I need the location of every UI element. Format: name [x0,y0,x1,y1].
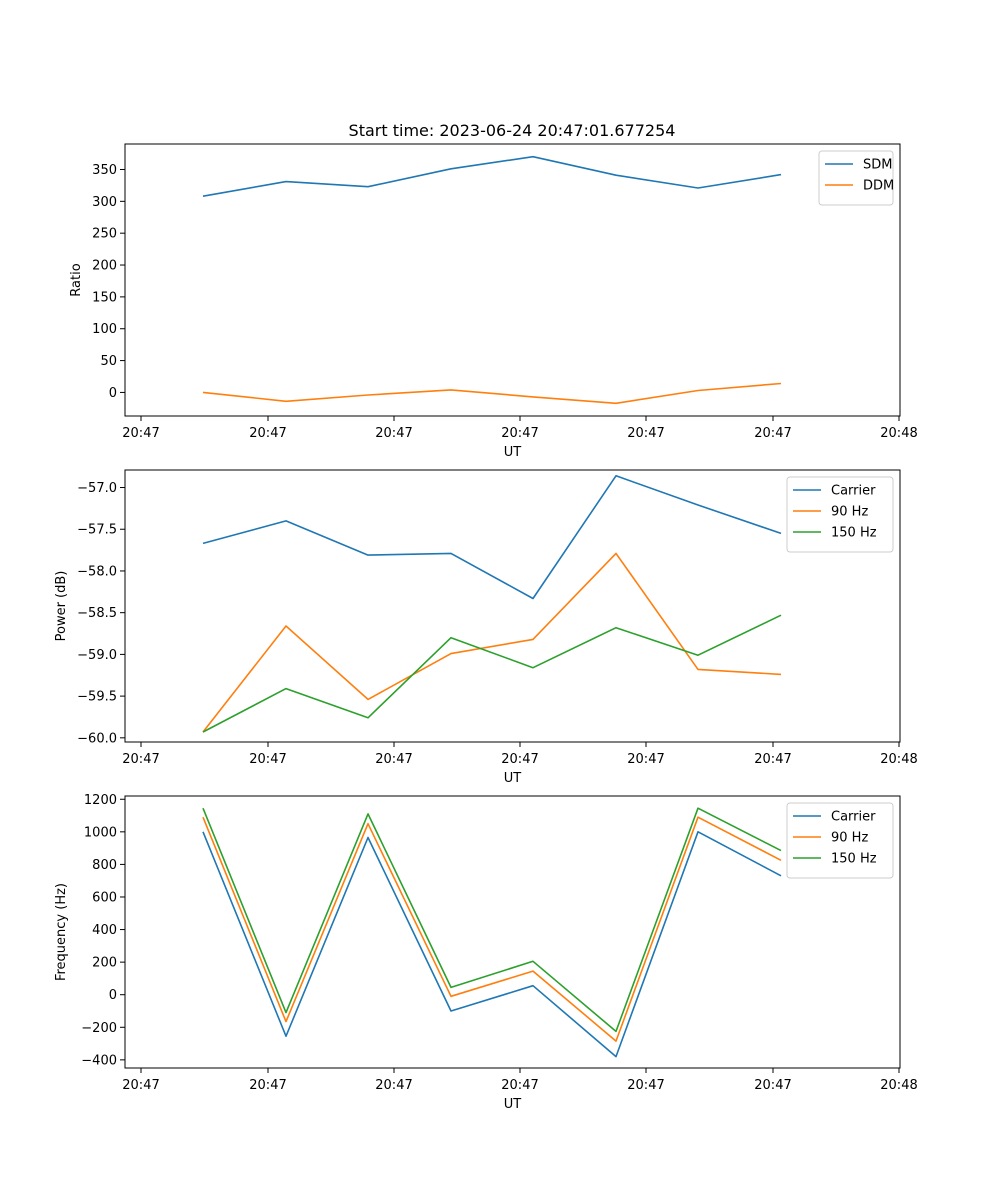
chart-panel-1: 0 50 100 150 200 250 300 350 20:47 20:47 20:47 20:4… [69,143,918,460]
y-tick-label: −59.5 [77,690,117,705]
y-tick-label: 200 [92,956,117,971]
y-axis-label: Power (dB) [54,571,69,642]
x-axis-label: UT [504,1097,522,1112]
y-tick-label: −200 [81,1021,117,1036]
x-tick-label: 20:47 [627,1078,664,1093]
x-tick-label: 20:47 [249,426,286,441]
y-tick-label: −58.5 [77,606,117,621]
axes-frame [124,795,901,1069]
x-tick-label: 20:47 [249,752,286,767]
series-line-carrier [202,830,782,1058]
y-tick-label: 50 [100,354,117,369]
legend-entry: Carrier [831,810,876,825]
legend-entry: DDM [863,179,894,194]
y-tick-label: 800 [92,858,117,873]
axes-frame [124,143,901,417]
x-tick-label: 20:47 [754,752,791,767]
y-tick-label: −59.0 [77,648,117,663]
y-tick-label: 100 [92,322,117,337]
y-tick-label: −58.0 [77,564,117,579]
x-tick-label: 20:47 [754,426,791,441]
series-line-90-hz [202,552,782,733]
series-line-sdm [202,155,782,197]
x-axis-label: UT [504,445,522,460]
legend: Carrier 90 Hz 150 Hz [786,802,894,879]
y-tick-label: −57.0 [77,481,117,496]
legend: Carrier 90 Hz 150 Hz [786,476,894,553]
chart-panel-3: −400 −200 0 200 400 600 800 1000 1200 20:47 20:47 2… [54,793,918,1112]
x-axis-label: UT [504,771,522,786]
y-tick-label: −60.0 [77,731,117,746]
y-tick-label: −400 [81,1053,117,1068]
series-line-90-hz [202,816,782,1042]
y-tick-label: 150 [92,290,117,305]
x-tick-label: 20:48 [880,1078,917,1093]
x-tick-label: 20:47 [122,752,159,767]
y-tick-label: 1200 [84,793,117,808]
legend-box [786,476,894,553]
series-line-150-hz [202,807,782,1033]
legend-box [786,802,894,879]
axes-frame [124,469,901,743]
legend: SDM DDM [818,150,894,206]
x-tick-label: 20:47 [375,426,412,441]
series-line-ddm [202,382,782,405]
y-tick-label: 400 [92,923,117,938]
x-tick-label: 20:47 [375,752,412,767]
y-tick-label: 0 [109,988,117,1003]
series-line-150-hz [202,614,782,733]
legend-entry: 90 Hz [831,831,868,846]
x-tick-label: 20:47 [501,426,538,441]
y-tick-label: 0 [109,386,117,401]
legend-entry: 150 Hz [831,526,877,541]
legend-entry: Carrier [831,484,876,499]
x-tick-label: 20:47 [754,1078,791,1093]
x-tick-label: 20:47 [627,426,664,441]
figure-title: Start time: 2023-06-24 20:47:01.677254 [349,121,676,140]
series-line-carrier [202,474,782,600]
y-axis-label: Ratio [69,263,84,296]
x-tick-label: 20:47 [501,1078,538,1093]
y-tick-label: 200 [92,259,117,274]
x-tick-label: 20:47 [627,752,664,767]
x-tick-label: 20:48 [880,752,917,767]
y-tick-label: 1000 [84,825,117,840]
legend-entry: 150 Hz [831,852,877,867]
panels: 0 50 100 150 200 250 300 350 20:47 20:47 20:47 20:4… [54,143,918,1112]
x-tick-label: 20:47 [122,1078,159,1093]
y-axis-label: Frequency (Hz) [54,883,69,981]
x-tick-label: 20:48 [880,426,917,441]
x-tick-label: 20:47 [249,1078,286,1093]
x-tick-label: 20:47 [122,426,159,441]
legend-entry: 90 Hz [831,505,868,520]
x-tick-label: 20:47 [375,1078,412,1093]
y-tick-label: −57.5 [77,523,117,538]
x-tick-label: 20:47 [501,752,538,767]
y-tick-label: 300 [92,195,117,210]
y-tick-label: 600 [92,890,117,905]
legend-entry: SDM [863,158,892,173]
chart-panel-2: −60.0 −59.5 −59.0 −58.5 −58.0 −57.5 −57.0 20:47… [54,469,918,786]
y-tick-label: 250 [92,227,117,242]
y-tick-label: 350 [92,163,117,178]
